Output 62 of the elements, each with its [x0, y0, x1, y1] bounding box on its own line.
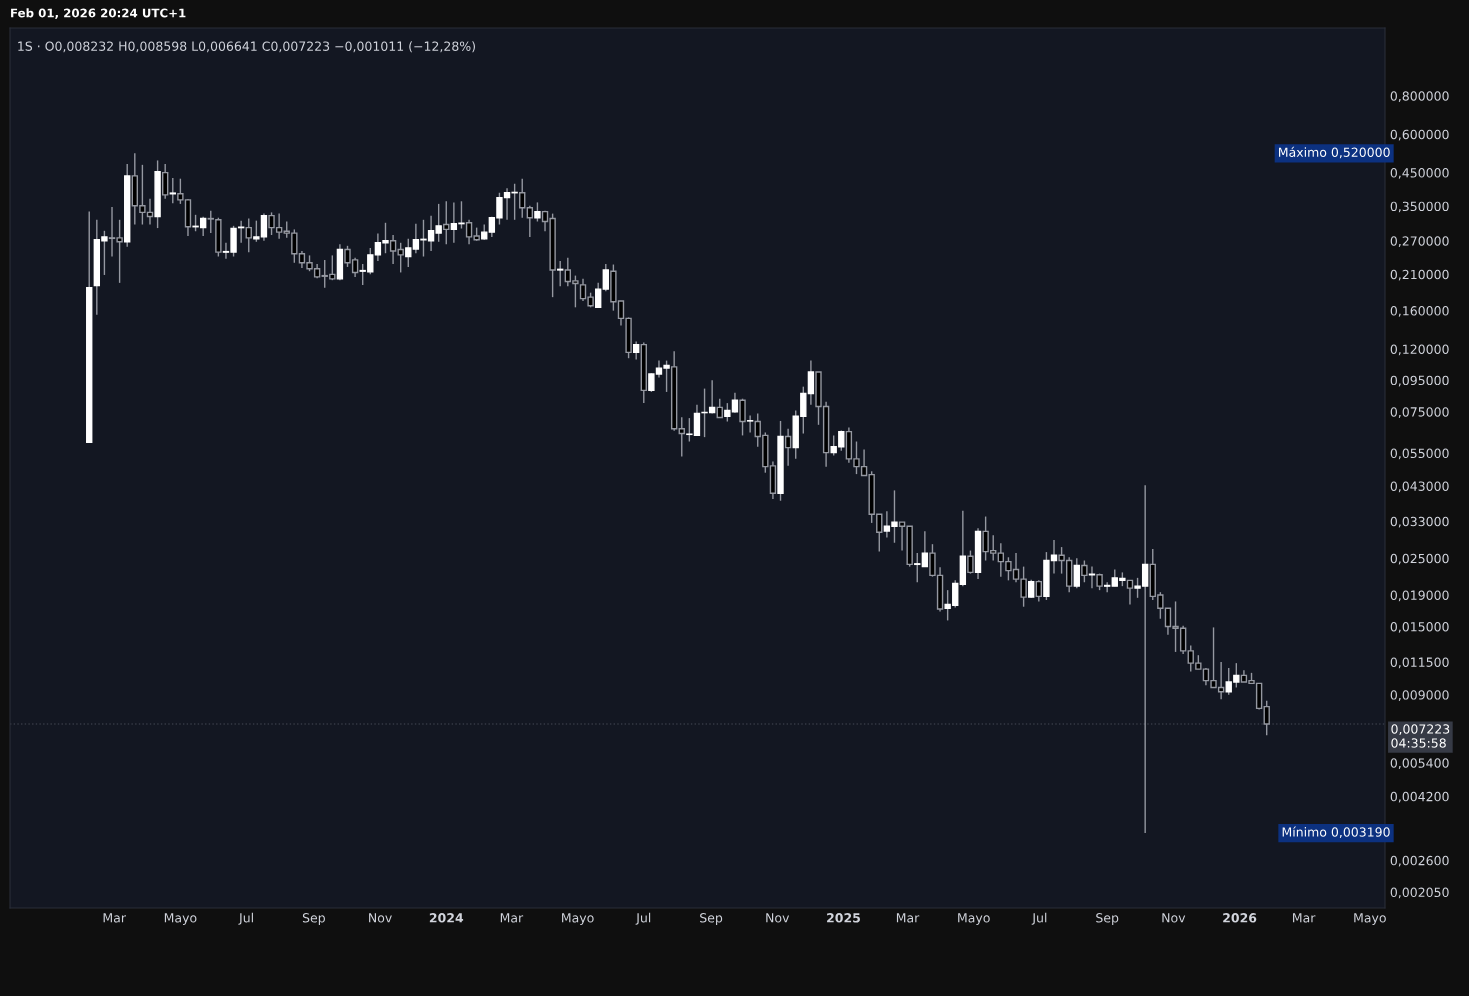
y-tick-label: 0,015000 — [1390, 621, 1449, 633]
candlestick — [1035, 579, 1042, 603]
x-tick-label: Sep — [1096, 913, 1119, 925]
x-tick-label: 2024 — [429, 913, 464, 923]
y-tick-label: 0,800000 — [1390, 91, 1449, 103]
y-tick-label: 0,450000 — [1390, 168, 1449, 179]
x-tick-label: Nov — [1162, 913, 1186, 923]
y-tick-label: 0,160000 — [1390, 306, 1449, 317]
x-tick-label: Mar — [103, 913, 126, 923]
candlestick — [519, 177, 526, 219]
y-tick-label: 0,055000 — [1390, 448, 1449, 460]
x-tick-label: Jul — [1031, 912, 1047, 925]
candlestick — [237, 219, 245, 244]
candlestick — [161, 163, 169, 200]
candlestick — [1081, 559, 1088, 583]
candlestick — [784, 428, 792, 467]
y-tick-label: 0,005400 — [1390, 758, 1449, 770]
candlestick — [739, 397, 746, 437]
y-tick-label: 0,004200 — [1390, 791, 1449, 803]
candlestick — [526, 205, 534, 238]
x-tick-label: Nov — [369, 913, 392, 923]
y-tick-label: 0,120000 — [1390, 344, 1449, 356]
y-tick-label: 0,002050 — [1390, 887, 1449, 899]
x-tick-label: Sep — [700, 913, 723, 925]
y-tick-label: 0,019000 — [1390, 590, 1449, 602]
x-tick-label: Mayo — [164, 913, 197, 925]
annotation: Máximo 0,520000 — [1279, 146, 1390, 159]
candlestick — [716, 397, 723, 419]
x-tick-label: Mayo — [958, 913, 990, 925]
x-tick-label: Mayo — [562, 913, 594, 925]
ref-line-label: 0,007223 04:35:58 — [1391, 724, 1450, 748]
y-tick-label: 0,009000 — [1390, 690, 1449, 701]
candlestick — [245, 217, 252, 253]
candlestick — [967, 549, 974, 575]
y-tick-label: 0,011500 — [1390, 657, 1449, 669]
y-tick-label: 0,033000 — [1390, 516, 1449, 528]
x-tick-label: 2025 — [827, 913, 860, 923]
x-tick-label: Mar — [896, 913, 920, 923]
x-tick-label: Mar — [500, 913, 524, 923]
x-tick-label: Jul — [635, 912, 651, 925]
y-tick-label: 0,025000 — [1390, 553, 1449, 565]
x-tick-label: 2026 — [1223, 913, 1257, 923]
x-tick-label: Jul — [238, 912, 253, 925]
candlestick — [678, 416, 685, 458]
candlestick — [1263, 700, 1270, 736]
x-tick-label: Mayo — [1354, 913, 1386, 925]
y-tick-label: 0,270000 — [1390, 236, 1449, 247]
text: 1S · O0,008232 H0,008598 L0,006641 C0,007223 −0,001011 (−12,28%) — [18, 41, 475, 53]
candlestick — [1126, 579, 1134, 606]
y-tick-label: 0,350000 — [1390, 201, 1449, 213]
x-tick-label: Sep — [302, 913, 325, 925]
y-tick-label: 0,043000 — [1390, 481, 1449, 493]
y-tick-label: 0,095000 — [1390, 375, 1449, 387]
y-tick-label: 0,600000 — [1390, 129, 1449, 141]
annotation: Mínimo 0,003190 — [1282, 826, 1390, 839]
y-tick-label: 0,210000 — [1390, 269, 1449, 281]
candlestick — [443, 200, 450, 245]
y-tick-label: 0,002600 — [1390, 855, 1449, 867]
x-tick-label: Nov — [766, 913, 790, 923]
x-tick-label: Mar — [1293, 913, 1316, 923]
y-tick-label: 0,075000 — [1390, 407, 1449, 418]
text: Feb 01, 2026 20:24 UTC+1 — [11, 8, 186, 19]
